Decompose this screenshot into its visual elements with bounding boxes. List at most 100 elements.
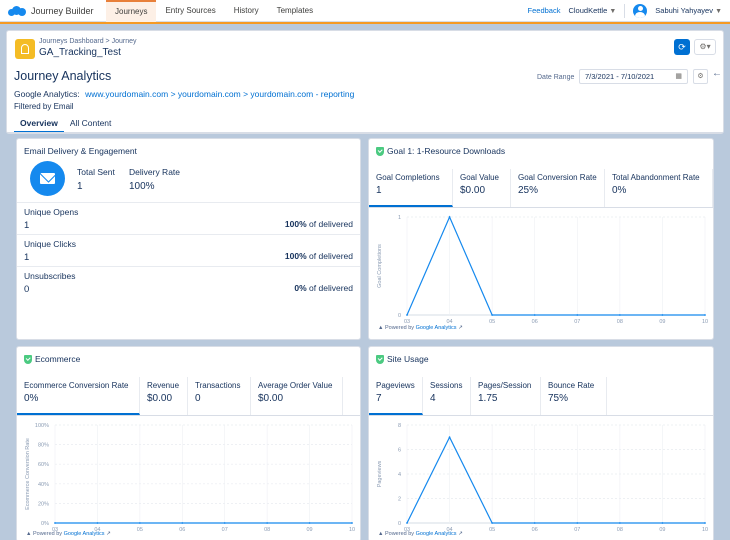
site-usage-panel: Site Usage Pageviews 7 Sessions 4 Pages/Se… [368, 346, 714, 540]
back-arrow-icon[interactable]: ← [712, 68, 722, 79]
journey-icon [15, 39, 35, 59]
data-point [618, 522, 621, 524]
data-point [448, 436, 451, 439]
metric-percent: 100% of delivered [285, 251, 353, 261]
y-tick-label: 0% [41, 521, 49, 527]
tab-overview[interactable]: Overview [14, 115, 64, 133]
kpi-label: Ecommerce Conversion Rate [24, 381, 129, 390]
data-point [308, 522, 311, 524]
email-icon [30, 161, 65, 196]
kpi-label: Pages/Session [478, 381, 532, 390]
refresh-button[interactable]: ⟳ [674, 39, 690, 55]
data-point [406, 522, 408, 524]
global-header: Journey Builder Journeys Entry Sources H… [0, 0, 730, 22]
google-analytics-link[interactable]: Google Analytics [63, 531, 105, 537]
avatar[interactable] [633, 3, 648, 18]
x-tick-label: 06 [532, 527, 538, 533]
feedback-link[interactable]: Feedback [527, 6, 561, 15]
data-point [223, 522, 226, 524]
y-tick-label: 20% [38, 501, 49, 507]
kpi-transactions[interactable]: Transactions 0 [188, 377, 251, 415]
ecommerce-panel: Ecommerce Ecommerce Conversion Rate 0% Re… [16, 346, 361, 540]
series-line [406, 435, 705, 524]
kpi-goal-completions[interactable]: Goal Completions 1 [369, 169, 453, 207]
metric-percent-value: 100% [284, 251, 307, 261]
metric-row-clicks: Unique Clicks 1 100% of delivered [24, 239, 353, 263]
data-point [491, 522, 494, 524]
divider [7, 132, 723, 133]
date-range-input[interactable]: 7/3/2021 - 7/10/2021 ▦ [579, 69, 688, 84]
delivery-rate-label: Delivery Rate [129, 167, 181, 177]
kpi-bounce-rate[interactable]: Bounce Rate 75% [541, 377, 607, 415]
metric-value: 1 [24, 220, 30, 231]
y-axis-label: Pageviews [377, 460, 383, 487]
nav-tab-history[interactable]: History [233, 5, 259, 15]
kpi-sessions[interactable]: Sessions 4 [423, 377, 471, 415]
kpi-pages-per-session[interactable]: Pages/Session 1.75 [471, 377, 541, 415]
metric-percent-suffix: of delivered [309, 283, 353, 293]
settings-menu-button[interactable]: ⚙▾ [694, 39, 716, 55]
nav-tab-journeys[interactable]: Journeys [106, 0, 157, 22]
kpi-pageviews[interactable]: Pageviews 7 [369, 377, 423, 415]
kpi-ecommerce-conversion-rate[interactable]: Ecommerce Conversion Rate 0% [17, 377, 140, 415]
kpi-total-abandonment-rate[interactable]: Total Abandonment Rate 0% [605, 169, 713, 207]
powered-prefix: Powered by [384, 531, 415, 537]
metric-row-unsubscribes: Unsubscribes 0 0% of delivered [24, 271, 353, 295]
breadcrumb[interactable]: Journeys Dashboard > Journey [39, 38, 137, 45]
org-name: CloudKettle [568, 6, 608, 15]
chevron-down-icon: ▼ [609, 8, 617, 15]
x-tick-label: 07 [222, 527, 228, 533]
series-line [406, 215, 705, 316]
data-point [406, 314, 408, 316]
y-axis-label: Goal Completions [377, 244, 383, 288]
x-tick-label: 05 [489, 527, 495, 533]
x-tick-label: 03 [404, 319, 410, 325]
google-analytics-link[interactable]: Google Analytics [415, 531, 457, 537]
verified-shield-icon [376, 354, 384, 364]
data-point [533, 314, 536, 316]
date-settings-button[interactable]: ⚙ [693, 69, 708, 84]
verified-shield-icon [376, 146, 384, 156]
panel-title-text: Ecommerce [35, 354, 81, 364]
kpi-value: 25% [518, 185, 539, 196]
verified-shield-icon [24, 354, 32, 364]
kpi-revenue[interactable]: Revenue $0.00 [140, 377, 188, 415]
x-tick-label: 09 [659, 527, 665, 533]
app-name: Journey Builder [31, 5, 94, 16]
goal-panel: Goal 1: 1-Resource Downloads Goal Comple… [368, 138, 714, 340]
kpi-average-order-value[interactable]: Average Order Value $0.00 [251, 377, 343, 415]
kpi-label: Goal Conversion Rate [518, 173, 597, 182]
ga-property-line: Google Analytics: www.yourdomain.com > y… [14, 89, 354, 99]
tab-all-content[interactable]: All Content [69, 118, 112, 128]
kpi-goal-value[interactable]: Goal Value $0.00 [453, 169, 511, 207]
y-tick-label: 8 [398, 423, 401, 429]
user-menu[interactable]: Sabuhi Yahyayev ▼ [655, 6, 722, 15]
data-point [618, 314, 621, 316]
powered-prefix: Powered by [32, 531, 63, 537]
kpi-label: Goal Value [460, 173, 499, 182]
email-delivery-panel: Email Delivery & Engagement Total Sent 1… [16, 138, 361, 340]
kpi-label: Goal Completions [376, 173, 440, 182]
total-sent-stat: Total Sent 1 [77, 167, 115, 192]
x-tick-label: 09 [307, 527, 313, 533]
metric-percent-suffix: of delivered [309, 219, 353, 229]
kpi-goal-conversion-rate[interactable]: Goal Conversion Rate 25% [511, 169, 605, 207]
kpi-value: $0.00 [258, 393, 284, 404]
ga-property-link[interactable]: www.yourdomain.com > yourdomain.com > yo… [85, 89, 355, 99]
nav-tab-entry-sources[interactable]: Entry Sources [165, 5, 216, 15]
metric-label: Unique Opens [24, 207, 79, 217]
calendar-icon: ▦ [675, 73, 682, 80]
divider [17, 234, 360, 235]
nav-tab-templates[interactable]: Templates [276, 5, 314, 15]
panel-title-text: Goal 1: 1-Resource Downloads [387, 146, 506, 156]
data-point [661, 314, 664, 316]
data-point [266, 522, 269, 524]
org-switcher[interactable]: CloudKettle ▼ [568, 6, 616, 15]
metric-label: Unique Clicks [24, 239, 76, 249]
x-tick-label: 03 [404, 527, 410, 533]
kpi-label: Average Order Value [258, 381, 333, 390]
google-analytics-link[interactable]: Google Analytics [415, 325, 457, 331]
kpi-strip: Goal Completions 1 Goal Value $0.00 Goal C… [369, 169, 713, 207]
divider [17, 415, 360, 416]
y-tick-label: 40% [38, 482, 49, 488]
